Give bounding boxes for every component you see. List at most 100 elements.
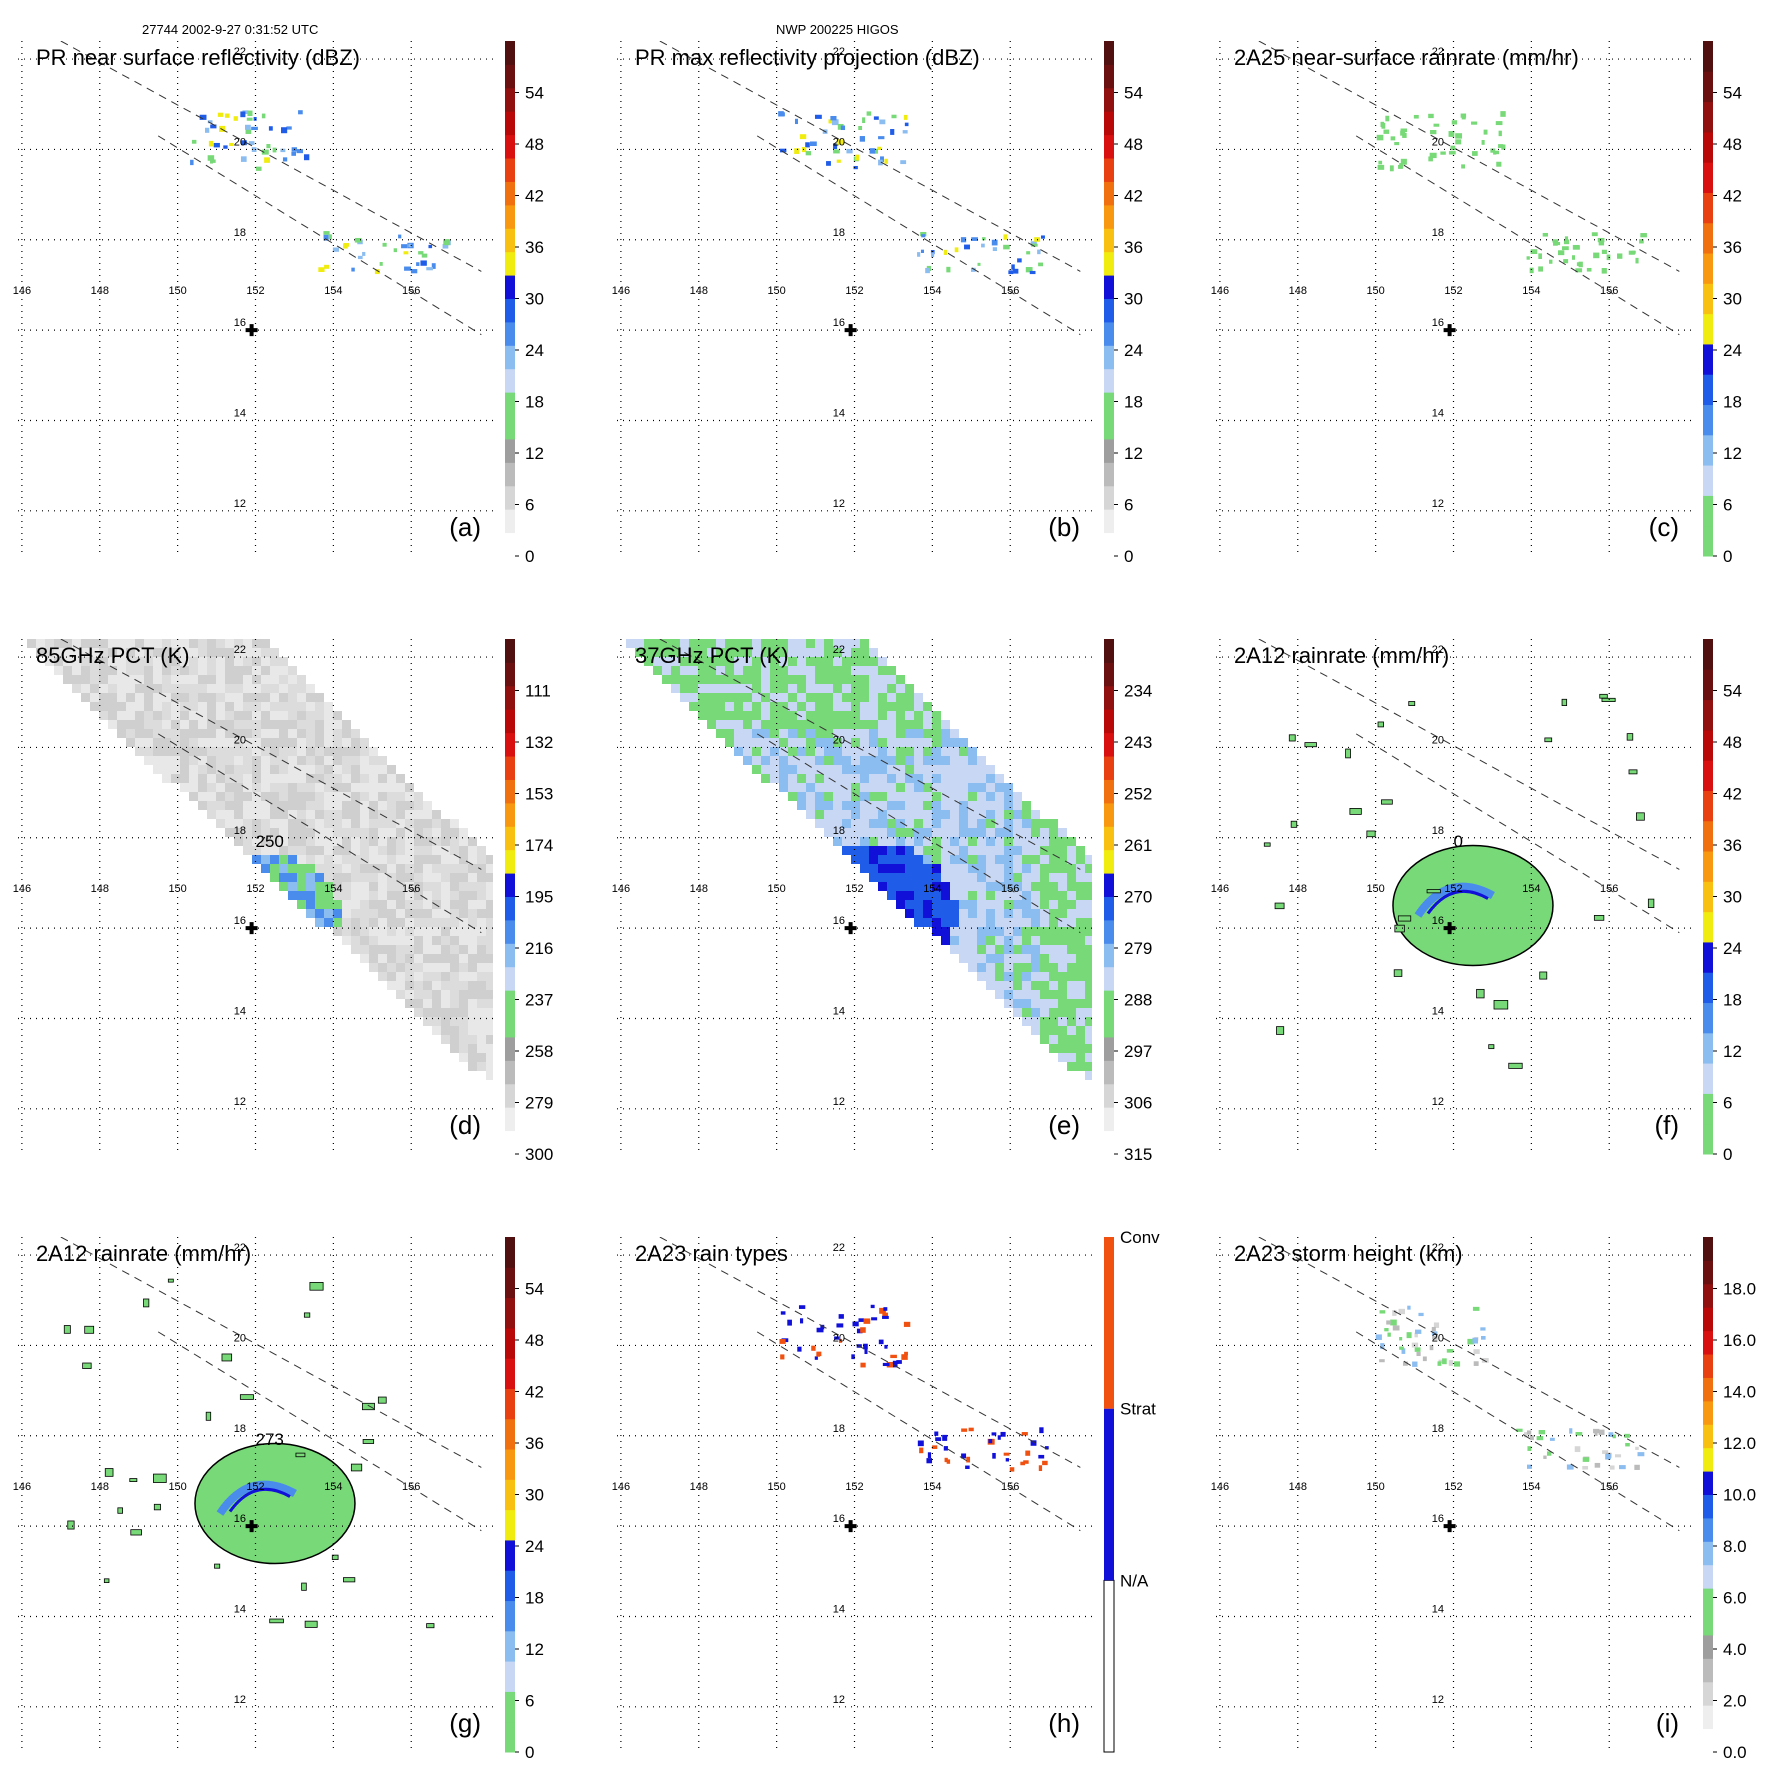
colorbar-label: 10.0 (1723, 1486, 1756, 1505)
pr-cell (926, 1458, 933, 1464)
swath-cell (423, 918, 432, 927)
swath-cell (441, 1035, 450, 1044)
swath-cell (779, 765, 788, 774)
swath-cell (1031, 999, 1040, 1008)
swath-cell (905, 801, 914, 810)
swath-cell (743, 729, 752, 738)
colorbar-segment (1104, 392, 1114, 417)
pr-cell (1431, 1326, 1436, 1332)
swath-cell (1031, 873, 1040, 882)
swath-cell (1004, 846, 1013, 855)
swath-cell (986, 909, 995, 918)
rain-cell (362, 1439, 375, 1444)
swath-cell (225, 747, 234, 756)
lon-tick-label: 148 (1289, 1481, 1307, 1493)
swath-cell (288, 774, 297, 783)
swath-cell (1004, 999, 1013, 1008)
swath-cell (1004, 864, 1013, 873)
pr-cell (1594, 1462, 1601, 1468)
swath-cell (288, 810, 297, 819)
swath-cell (860, 765, 869, 774)
swath-cell (959, 891, 968, 900)
pr-cell (1524, 1432, 1528, 1438)
swath-cell (477, 1053, 486, 1062)
swath-cell (369, 864, 378, 873)
swath-cell (288, 792, 297, 801)
swath-cell (306, 846, 315, 855)
swath-cell (414, 963, 423, 972)
swath-cell (369, 891, 378, 900)
swath-cell (824, 666, 833, 675)
swath-cell (234, 720, 243, 729)
swath-cell (297, 900, 306, 909)
swath-cell (905, 846, 914, 855)
swath-cell (261, 774, 270, 783)
swath-cell (968, 747, 977, 756)
pr-cell (1031, 243, 1038, 247)
swath-cell (914, 774, 923, 783)
swath-edge-line (60, 1237, 482, 1468)
swath-cell (324, 873, 333, 882)
lon-tick-label: 150 (767, 883, 785, 895)
swath-cell (54, 648, 63, 657)
pr-cell (1430, 129, 1437, 135)
swath-cell (243, 684, 252, 693)
pr-cell (1628, 250, 1635, 255)
pr-cell (1383, 129, 1390, 134)
swath-cell (261, 765, 270, 774)
lon-tick-label: 146 (13, 285, 31, 297)
lon-tick-label: 154 (1522, 883, 1540, 895)
swath-cell (180, 639, 189, 648)
colorbar-label: 18 (1723, 393, 1742, 412)
colorbar-label: 8.0 (1723, 1537, 1747, 1556)
swath-cell (1049, 963, 1058, 972)
swath-cell (180, 657, 189, 666)
pr-cell (934, 1431, 939, 1436)
lat-tick-label: 22 (234, 46, 246, 58)
colorbar-segment (1703, 1564, 1713, 1589)
swath-cell (1022, 855, 1031, 864)
pr-cell (1003, 234, 1008, 240)
swath-cell (180, 747, 189, 756)
swath-cell (324, 828, 333, 837)
pr-cell (904, 122, 909, 127)
swath-cell (1085, 882, 1092, 891)
pr-cell (354, 237, 362, 243)
pr-cell (943, 1446, 948, 1451)
swath-cell (468, 936, 477, 945)
swath-cell (842, 774, 851, 783)
swath-cell (333, 873, 342, 882)
swath-cell (387, 954, 396, 963)
swath-cell (333, 711, 342, 720)
pr-cell (1422, 1356, 1427, 1362)
rain-area (63, 1278, 435, 1629)
swath-cell (1076, 954, 1085, 963)
swath-cell (243, 837, 252, 846)
swath-cell (459, 963, 468, 972)
swath-cell (351, 738, 360, 747)
swath-cell (770, 729, 779, 738)
swath-cell (869, 810, 878, 819)
swath-cell (671, 639, 680, 648)
pr-cell (879, 119, 886, 125)
swath-cell (1085, 1044, 1092, 1053)
swath-cell (1067, 954, 1076, 963)
swath-cell (189, 792, 198, 801)
rain-cell (1544, 737, 1553, 743)
colorbar-segment (505, 1539, 515, 1571)
swath-cell (270, 684, 279, 693)
swath-cell (324, 729, 333, 738)
swath-cell (315, 729, 324, 738)
swath-cell (333, 891, 342, 900)
swath-cell (1040, 882, 1049, 891)
swath-cell (99, 648, 108, 657)
swath-cell (959, 738, 968, 747)
swath-cell (270, 729, 279, 738)
swath-cell (468, 990, 477, 999)
swath-cell (108, 666, 117, 675)
swath-cell (351, 828, 360, 837)
swath-cell (797, 747, 806, 756)
swath-cell (959, 882, 968, 891)
swath-cell (1022, 891, 1031, 900)
swath-cell (761, 756, 770, 765)
